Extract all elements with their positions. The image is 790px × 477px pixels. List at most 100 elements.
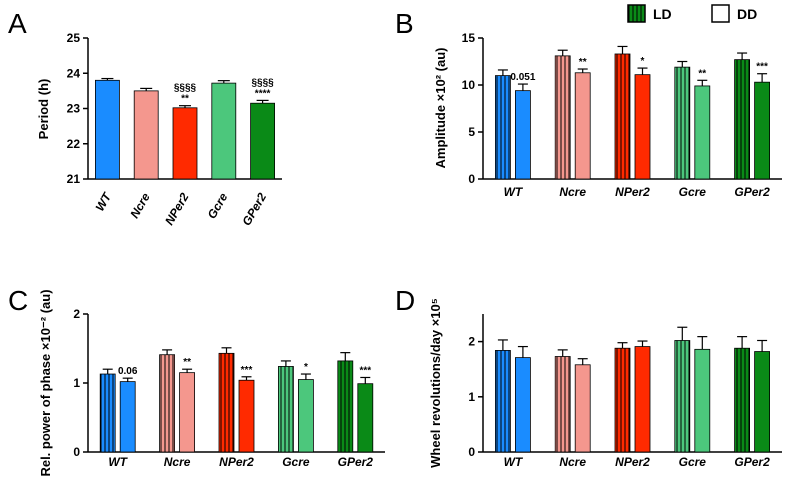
y-tick-label: 23 xyxy=(67,102,81,116)
bar-ld xyxy=(99,373,116,453)
panel-b-ylabel: Amplitude ×10² (au) xyxy=(433,48,448,169)
panel-d: D Wheel revolutions/day ×10⁵ 0 1 2 WT Ncre NP… xyxy=(395,285,782,469)
bar-ld xyxy=(554,356,571,453)
significance-label: *** xyxy=(241,365,253,376)
bar-dd xyxy=(119,381,136,453)
panel-c: C Rel. power of phase ×10⁻² (au) 0 1 2 0.06… xyxy=(8,285,385,477)
bar-ld xyxy=(218,352,235,453)
x-tick-label: Ncre xyxy=(559,185,586,199)
x-tick-label: GPer2 xyxy=(338,455,374,469)
significance-label: *** xyxy=(359,365,371,376)
bar-dd xyxy=(634,74,651,180)
bar-ld xyxy=(734,347,750,453)
bar-dd xyxy=(634,346,651,453)
x-tick-label: WT xyxy=(93,189,115,214)
bar-ld xyxy=(277,366,294,453)
significance-label: 0.06 xyxy=(118,366,138,377)
y-tick-label: 25 xyxy=(67,31,81,45)
significance-label: §§§§ xyxy=(251,77,274,88)
legend-ld-label: LD xyxy=(653,6,672,22)
x-tick-label: Ncre xyxy=(127,190,153,220)
significance-label: §§§§ xyxy=(174,83,197,94)
significance-label: 0.051 xyxy=(510,72,535,83)
bar-dd xyxy=(754,351,770,453)
x-tick-label: Gcre xyxy=(679,455,707,469)
panel-c-ylabel: Rel. power of phase ×10⁻² (au) xyxy=(38,289,53,476)
bar-ld xyxy=(734,59,750,180)
panel-a-letter: A xyxy=(8,8,27,39)
bar xyxy=(211,82,237,180)
bar-dd xyxy=(297,379,314,453)
bar-dd xyxy=(694,85,711,180)
bar-dd xyxy=(694,348,711,453)
x-tick-label: NPer2 xyxy=(219,455,254,469)
significance-label: * xyxy=(304,362,308,373)
x-tick-label: Ncre xyxy=(559,455,586,469)
x-tick-label: GPer2 xyxy=(734,185,770,199)
y-tick-label: 22 xyxy=(67,137,81,151)
bar xyxy=(172,107,198,180)
y-tick-label: 21 xyxy=(67,172,81,186)
bar xyxy=(250,102,276,180)
bar-ld xyxy=(494,350,511,453)
legend: LD DD xyxy=(627,4,757,23)
bar-ld xyxy=(614,53,631,180)
x-tick-label: WT xyxy=(108,455,128,469)
bar-dd xyxy=(179,372,196,453)
y-tick-label: 0 xyxy=(73,445,80,459)
panel-b: B Amplitude ×10² (au) 0 5 10 15 0.051 WT ** Ncr… xyxy=(395,8,782,199)
y-tick-label: 5 xyxy=(468,125,475,139)
bar-dd xyxy=(515,357,531,453)
bar-ld xyxy=(159,354,176,453)
x-tick-label: GPer2 xyxy=(734,455,770,469)
x-tick-label: NPer2 xyxy=(615,455,650,469)
y-tick-label: 0 xyxy=(468,445,475,459)
y-tick-label: 24 xyxy=(67,66,81,80)
y-tick-label: 10 xyxy=(462,78,476,92)
y-tick-label: 2 xyxy=(73,307,80,321)
y-tick-label: 2 xyxy=(468,335,475,349)
x-tick-label: NPer2 xyxy=(162,190,192,227)
significance-label: ** xyxy=(183,357,191,368)
x-tick-label: WT xyxy=(504,455,524,469)
panel-a-ylabel: Period (h) xyxy=(36,79,51,140)
bar-ld xyxy=(674,66,691,180)
legend-ld-swatch xyxy=(627,4,646,23)
legend-dd-swatch xyxy=(711,4,730,23)
panel-b-letter: B xyxy=(395,8,414,39)
bar-dd xyxy=(238,379,255,453)
significance-label: **** xyxy=(255,88,271,99)
bar-ld xyxy=(554,55,571,180)
y-tick-label: 1 xyxy=(73,376,80,390)
panel-d-ylabel: Wheel revolutions/day ×10⁵ xyxy=(428,298,443,468)
y-tick-label: 15 xyxy=(462,31,476,45)
significance-label: ** xyxy=(698,68,706,79)
significance-label: *** xyxy=(756,62,768,73)
bar-ld xyxy=(337,360,354,453)
significance-label: ** xyxy=(181,94,189,105)
x-tick-label: Gcre xyxy=(282,455,310,469)
bar-dd xyxy=(754,81,770,180)
legend-dd-label: DD xyxy=(737,6,757,22)
bar-dd xyxy=(574,364,591,453)
significance-label: * xyxy=(641,56,645,67)
x-tick-label: Gcre xyxy=(679,185,707,199)
x-tick-label: WT xyxy=(504,185,524,199)
x-tick-label: NPer2 xyxy=(615,185,650,199)
bar-dd xyxy=(574,72,591,180)
bar xyxy=(95,79,120,180)
bar-dd xyxy=(515,90,531,180)
bar-ld xyxy=(674,340,691,453)
significance-label: ** xyxy=(579,57,587,68)
panel-d-letter: D xyxy=(395,285,415,316)
y-tick-label: 1 xyxy=(468,390,475,404)
panel-c-letter: C xyxy=(8,285,28,316)
x-tick-label: GPer2 xyxy=(239,190,269,228)
x-tick-label: Gcre xyxy=(205,190,231,221)
bar xyxy=(133,90,159,180)
y-tick-label: 0 xyxy=(468,172,475,186)
x-tick-label: Ncre xyxy=(164,455,191,469)
bar-ld xyxy=(614,347,631,453)
